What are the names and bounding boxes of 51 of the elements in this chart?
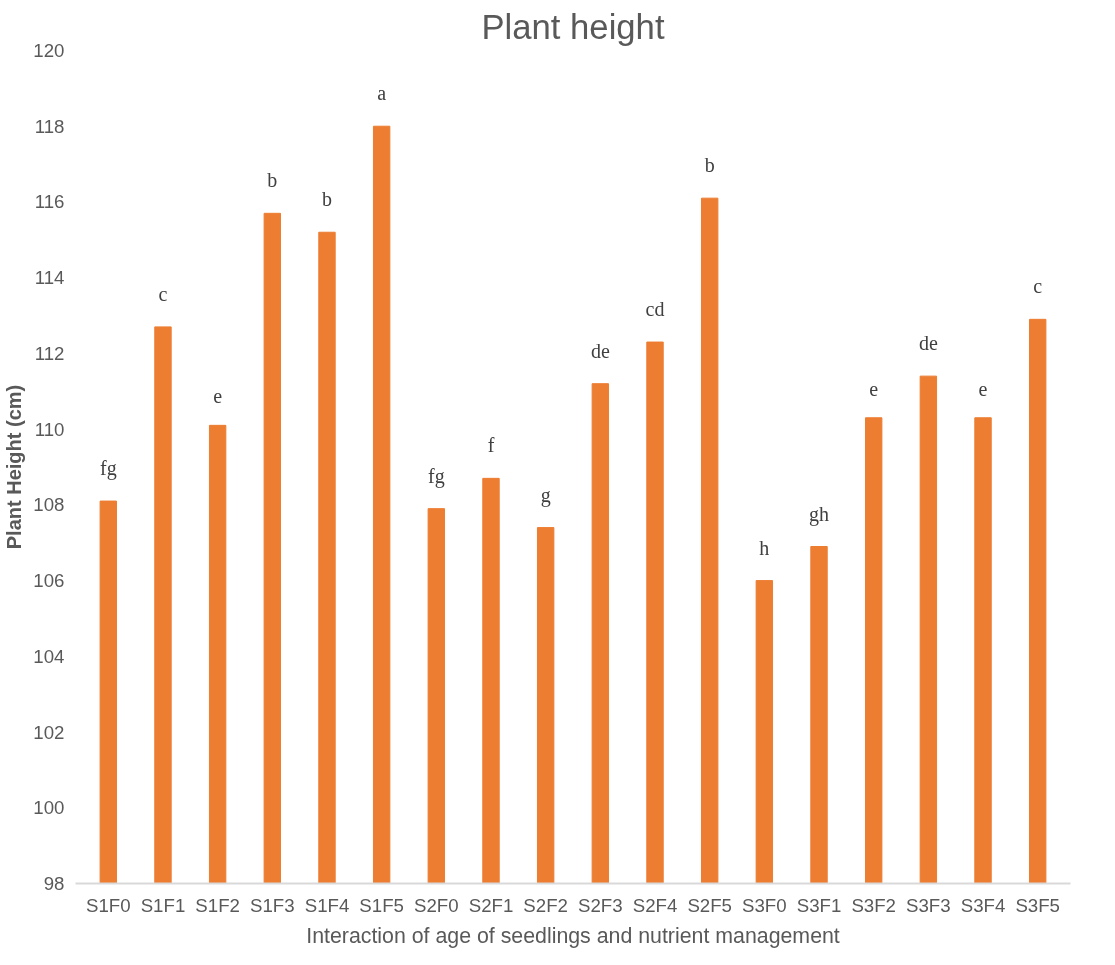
y-tick-label: 104 (33, 645, 65, 667)
annotation: f (487, 434, 495, 457)
x-tick-label: S1F3 (250, 894, 295, 916)
x-tick-label: S2F4 (632, 894, 678, 916)
x-tick-label: S1F4 (304, 894, 350, 916)
y-tick-label: 114 (34, 267, 65, 289)
x-tick-label: S3F1 (796, 894, 842, 916)
annotation: b (267, 169, 278, 192)
y-tick-label: 98 (43, 873, 65, 894)
annotation: de (590, 339, 610, 362)
x-axis-title: Interaction of age of seedlings and nutrient management (306, 923, 840, 948)
x-tick-label: S1F2 (195, 894, 240, 916)
annotation: b (704, 154, 715, 177)
chart-title: Plant height (481, 7, 665, 46)
y-tick-label: 102 (33, 721, 65, 743)
y-tick-label: 116 (34, 191, 65, 213)
y-tick-label: 120 (33, 40, 65, 61)
annotation: h (759, 536, 770, 559)
annotation: cd (645, 298, 665, 321)
annotation: e (869, 377, 879, 400)
x-tick-label: S2F0 (414, 894, 459, 916)
x-tick-label: S2F5 (687, 894, 732, 916)
y-tick-label: 100 (33, 797, 65, 819)
x-tick-label: S3F2 (851, 894, 896, 916)
y-tick-label: 110 (34, 418, 65, 440)
y-tick-label: 106 (33, 570, 65, 592)
x-tick-label: S3F4 (960, 894, 1006, 916)
y-tick-label: 118 (34, 115, 65, 137)
x-tick-label: S2F1 (468, 894, 514, 916)
annotation: c (158, 282, 168, 305)
x-tick-label: S2F3 (578, 894, 623, 916)
annotation: e (978, 377, 988, 400)
x-tick-label: S1F1 (140, 894, 186, 916)
annotation: gh (809, 502, 830, 526)
annotation: de (918, 332, 938, 355)
y-tick-label: 108 (33, 494, 65, 516)
annotation: e (213, 385, 223, 408)
x-tick-label: S3F3 (906, 894, 951, 916)
x-tick-label: S3F5 (1015, 894, 1060, 916)
y-axis-title: Plant Height (cm) (3, 384, 26, 550)
annotation: c (1033, 275, 1043, 298)
x-tick-label: S1F5 (359, 894, 404, 916)
x-tick-label: S1F0 (86, 894, 131, 916)
annotation: a (377, 82, 387, 105)
annotation: fg (99, 457, 117, 481)
x-tick-label: S3F0 (742, 894, 787, 916)
x-tick-label: S2F2 (523, 894, 568, 916)
annotation: b (321, 188, 332, 211)
annotation: g (540, 483, 551, 507)
annotation: fg (427, 464, 445, 488)
y-tick-label: 112 (34, 342, 65, 364)
